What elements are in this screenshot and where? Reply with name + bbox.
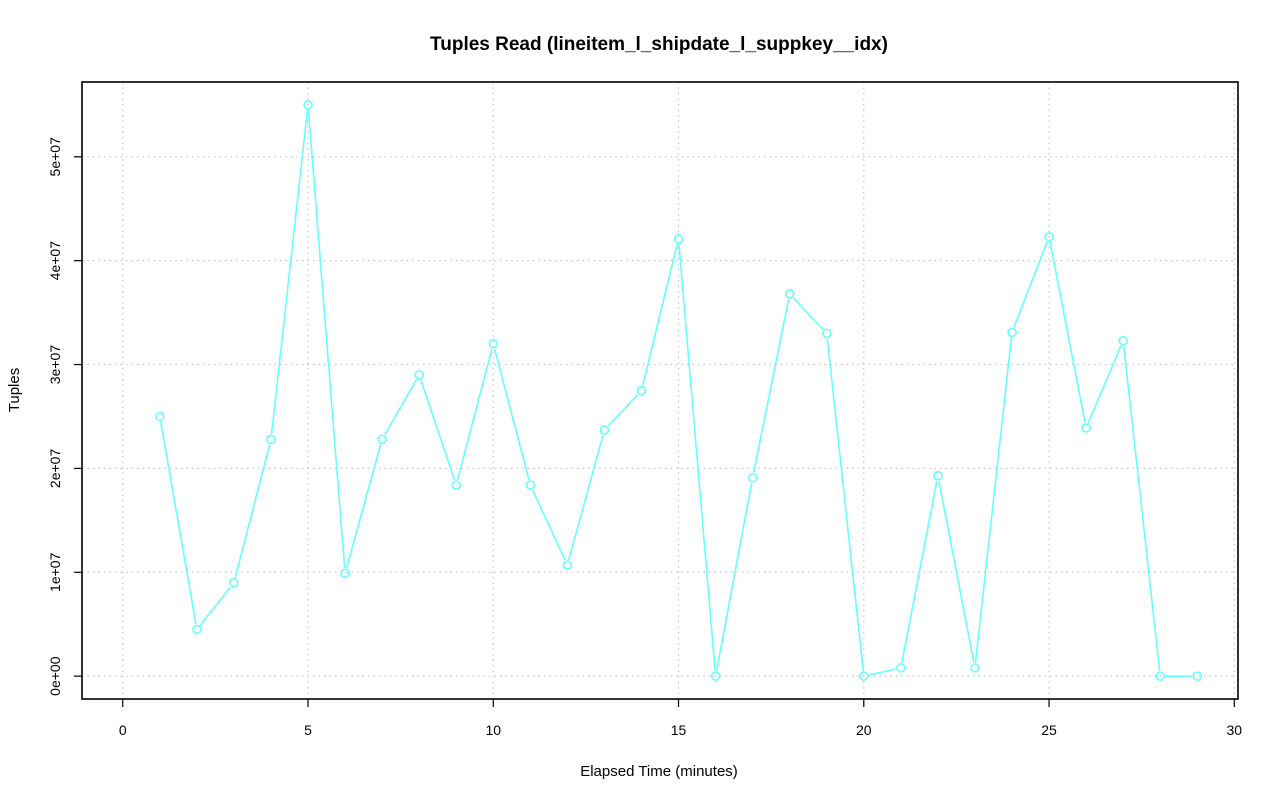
series-line-segment [752,299,790,473]
series-line-segment [826,338,864,671]
x-axis-label: Elapsed Time (minutes) [580,763,738,780]
data-point [784,289,795,299]
series-line-segment [568,435,604,560]
x-tick-label: 10 [485,722,501,738]
series-line-segment [1013,241,1048,328]
data-point [340,568,350,579]
y-axis: 0e+00 1e+07 2e+07 3e+07 4e+07 5e+07 [47,137,82,696]
data-point [192,624,202,635]
data-point [1155,671,1165,681]
series-line-segment [901,480,938,663]
x-tick-label: 30 [1227,722,1243,738]
series-line-segment [420,379,456,481]
plot-frame [81,81,1239,700]
x-tick-label: 15 [671,722,687,738]
y-tick-label: 5e+07 [47,137,63,177]
series-line-segment [974,337,1013,663]
series-line-segment [642,243,678,386]
series-line-segment [1049,242,1086,423]
series-line-segment [345,444,382,569]
series-line-segment [456,348,493,480]
series-line-segment [792,297,824,330]
chart-title: Tuples Read (lineitem_l_shipdate_l_suppk… [430,34,888,55]
x-tick-label: 5 [304,722,312,738]
y-tick-label: 1e+07 [47,552,63,592]
y-tick-label: 4e+07 [47,241,63,281]
data-point [599,425,610,435]
data-point [1081,423,1091,433]
series-line-segment [715,483,753,671]
data-point [377,434,387,445]
data-point [970,663,980,673]
x-tick-label: 0 [119,722,127,738]
series-line-segment [531,489,566,561]
data-point [451,480,462,490]
y-tick-label: 3e+07 [47,345,63,385]
data-point [1192,671,1203,681]
y-tick-label: 0e+00 [47,656,63,696]
series-line-segment [1087,345,1122,424]
grid-lines [82,82,1238,699]
data-point [710,671,721,681]
series-line-segment [493,348,530,480]
data-series [155,100,1203,681]
data-point [414,370,424,380]
series-line-segment [607,393,639,427]
data-point [636,385,647,396]
data-point [1007,327,1017,338]
data-point [821,328,832,339]
series-line-segment [938,480,975,663]
data-point [858,671,869,681]
data-point [155,411,165,422]
data-point [1118,335,1128,346]
series-line-segment [270,110,309,434]
series-line-segment [307,110,346,568]
data-point [896,663,906,673]
series-line-segment [159,421,197,625]
data-point [525,480,536,490]
x-tick-label: 20 [856,722,872,738]
y-axis-label: Tuples [6,368,23,412]
x-axis: 0 5 10 15 20 25 30 [119,699,1242,738]
series-line-segment [868,668,896,676]
data-point [488,338,499,349]
x-tick-label: 25 [1041,722,1057,738]
data-point [933,470,943,481]
data-point [303,100,313,110]
data-point [1044,231,1054,242]
series-line-segment [678,244,716,671]
data-point [229,577,239,588]
data-point [562,560,573,570]
series-line-segment [1122,346,1161,671]
data-point [673,234,684,244]
series-line-segment [234,444,271,578]
data-point [747,472,758,483]
series-line-segment [199,586,232,626]
series-line-segment [384,379,418,435]
y-tick-label: 2e+07 [47,449,63,489]
data-point [266,434,276,445]
